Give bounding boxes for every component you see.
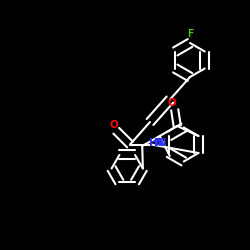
Text: HN: HN (149, 138, 166, 148)
Text: F: F (187, 29, 193, 39)
Text: O: O (110, 120, 118, 130)
Text: N: N (155, 138, 164, 148)
Text: O: O (167, 98, 176, 108)
